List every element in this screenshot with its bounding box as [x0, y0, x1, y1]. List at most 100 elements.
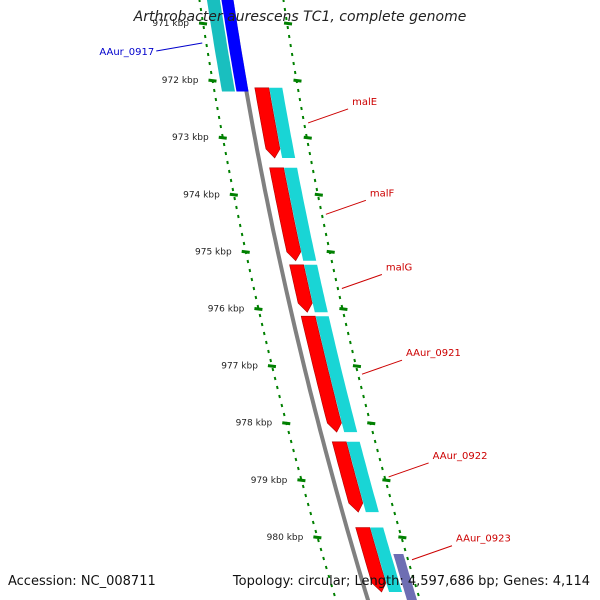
inner-major-tick: [229, 192, 238, 197]
inner-dotted-ring: [327, 574, 331, 579]
topology-text: Topology: circular; Length: 4,597,686 bp…: [232, 574, 590, 589]
inner-dotted-ring: [208, 61, 211, 66]
map-title: Arthrobacter aurescens TC1, complete gen…: [133, 9, 467, 25]
outer-dotted-ring: [388, 493, 392, 498]
outer-dotted-ring: [344, 322, 348, 327]
inner-dotted-ring: [301, 484, 305, 489]
outer-dotted-ring: [393, 511, 397, 516]
inner-dotted-ring: [287, 430, 291, 435]
inner-dotted-ring: [237, 214, 240, 219]
inner-dotted-ring: [216, 106, 219, 111]
major-tick: [352, 364, 362, 369]
outer-dotted-ring: [332, 268, 336, 273]
inner-dotted-ring: [229, 178, 233, 183]
outer-dotted-ring: [390, 502, 394, 507]
tick-label: 977 kbp: [221, 362, 258, 372]
inner-dotted-ring: [267, 349, 270, 354]
inner-dotted-ring: [292, 448, 295, 453]
inner-dotted-ring: [224, 151, 228, 156]
gene-label: malG: [386, 263, 412, 274]
cds-band: [370, 527, 403, 592]
outer-dotted-ring: [322, 223, 326, 228]
inner-dotted-ring: [330, 583, 334, 588]
outer-dotted-ring: [324, 232, 328, 237]
outer-dotted-ring: [373, 439, 377, 444]
inner-dotted-ring: [324, 565, 328, 570]
outer-dotted-ring: [401, 538, 404, 543]
major-tick: [339, 307, 348, 311]
gene-label-leader: [341, 274, 383, 289]
outer-dotted-ring: [315, 187, 319, 192]
outer-dotted-ring: [357, 376, 361, 381]
major-tick: [326, 249, 335, 254]
outer-dotted-ring: [349, 340, 352, 345]
inner-dotted-ring: [296, 466, 300, 471]
outer-dotted-ring: [385, 484, 389, 489]
outer-dotted-ring: [371, 430, 375, 435]
inner-dotted-ring: [258, 313, 262, 318]
outer-dotted-ring: [306, 142, 310, 147]
inner-dotted-ring: [317, 538, 320, 543]
outer-dotted-ring: [308, 151, 312, 156]
major-tick: [303, 135, 312, 140]
outer-dotted-ring: [359, 385, 363, 390]
outer-dotted-ring: [301, 115, 305, 120]
inner-dotted-ring: [209, 70, 213, 75]
inner-dotted-ring: [238, 223, 242, 228]
inner-dotted-ring: [240, 232, 244, 237]
gene-label: malF: [370, 188, 395, 199]
gene-arrow: [355, 527, 387, 593]
inner-dotted-ring: [294, 457, 298, 462]
inner-dotted-ring: [226, 160, 229, 165]
inner-major-tick: [267, 364, 277, 369]
tick-label: 971 kbp: [152, 19, 189, 29]
gene-label-leader: [156, 42, 203, 52]
inner-dotted-ring: [262, 331, 266, 336]
outer-dotted-ring: [403, 547, 407, 552]
gene-arrow: [331, 441, 364, 513]
inner-dotted-ring: [217, 115, 221, 120]
tick-label: 978 kbp: [236, 419, 273, 429]
gene-label: AAur_0922: [433, 451, 488, 462]
gene-label-leader: [307, 108, 349, 124]
inner-major-tick: [282, 421, 291, 426]
inner-dotted-ring: [231, 187, 235, 192]
outer-dotted-ring: [411, 574, 415, 579]
outer-dotted-ring: [364, 403, 368, 408]
gene-label: AAur_0921: [406, 348, 461, 359]
inner-dotted-ring: [299, 475, 303, 480]
inner-dotted-ring: [228, 169, 231, 174]
outer-dotted-ring: [355, 367, 359, 372]
major-tick: [367, 421, 376, 426]
outer-dotted-ring: [330, 259, 334, 264]
inner-major-tick: [208, 78, 217, 83]
cds-band: [284, 167, 317, 261]
inner-dotted-ring: [319, 547, 323, 552]
inner-dotted-ring: [332, 592, 336, 597]
tick-label: 974 kbp: [183, 190, 220, 200]
gene-label-leader: [325, 199, 367, 215]
inner-dotted-ring: [219, 124, 223, 129]
inner-dotted-ring: [271, 367, 275, 372]
gene-label-leader: [361, 359, 403, 375]
inner-dotted-ring: [250, 277, 254, 282]
outer-dotted-ring: [297, 88, 300, 93]
tick-label: 973 kbp: [172, 133, 209, 143]
gene-arrow: [300, 315, 342, 433]
outer-dotted-ring: [312, 169, 315, 174]
inner-dotted-ring: [222, 142, 226, 147]
tick-label: 976 kbp: [208, 305, 245, 315]
cds-band: [315, 316, 358, 433]
outer-dotted-ring: [313, 178, 317, 183]
tick-label: 980 kbp: [267, 533, 304, 543]
cds-band: [206, 0, 235, 92]
inner-major-tick: [241, 249, 250, 254]
backbone-arc: [229, 0, 371, 600]
inner-dotted-ring: [289, 439, 293, 444]
inner-dotted-ring: [248, 268, 252, 273]
inner-dotted-ring: [233, 196, 236, 201]
cds-band: [346, 441, 379, 513]
gene-label: AAur_0923: [456, 534, 511, 545]
outer-dotted-ring: [366, 412, 370, 417]
